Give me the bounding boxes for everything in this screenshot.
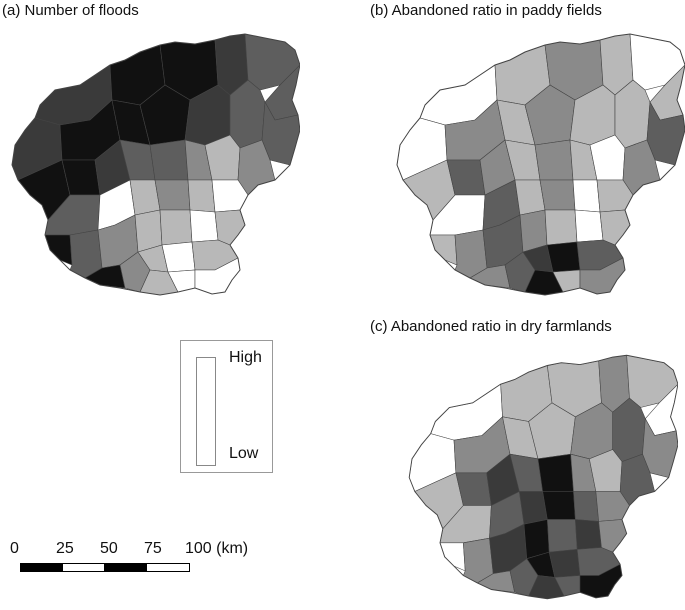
district-region <box>534 139 574 181</box>
legend: High Low <box>180 340 273 473</box>
scale-tick-75: 75 <box>144 540 162 557</box>
district-region <box>154 179 191 211</box>
district-region <box>547 519 578 553</box>
district-region <box>572 179 601 213</box>
panel-b-title: (b) Abandoned ratio in paddy fields <box>370 2 602 19</box>
panel-c-title: (c) Abandoned ratio in dry farmlands <box>370 318 612 335</box>
scale-tick-100-km: 100 (km) <box>185 540 249 557</box>
district-region <box>539 179 576 211</box>
district-region <box>187 179 216 213</box>
scale-segment-4 <box>146 563 190 572</box>
district-region <box>439 542 466 572</box>
district-region <box>519 491 548 525</box>
region-outline <box>11 33 300 296</box>
district-region <box>429 234 458 266</box>
district-region <box>514 179 546 216</box>
scale-tick-0: 0 <box>10 540 19 557</box>
district-region <box>537 453 574 492</box>
district-region <box>161 241 196 273</box>
district-region <box>159 209 193 246</box>
district-region <box>129 179 161 216</box>
district-region <box>642 417 678 478</box>
district-region <box>575 519 602 550</box>
district-region <box>574 209 604 243</box>
district-region <box>542 491 576 520</box>
district-region <box>261 100 300 166</box>
district-region <box>646 100 685 166</box>
district-region <box>548 549 581 578</box>
district-region <box>214 209 246 246</box>
district-region <box>573 491 599 522</box>
district-region <box>134 209 163 253</box>
district-region <box>599 209 631 246</box>
panel-a-title: (a) Number of floods <box>2 2 139 19</box>
district-region <box>546 241 581 273</box>
district-region <box>189 209 219 243</box>
district-region <box>519 209 548 253</box>
scale-tick-25: 25 <box>56 540 74 557</box>
legend-low-label: Low <box>229 445 259 462</box>
scale-segment-2 <box>62 563 105 572</box>
map-number-of-floods <box>11 33 300 296</box>
district-region <box>598 519 627 553</box>
district-region <box>523 519 550 560</box>
scale-segment-1 <box>20 563 63 572</box>
scale-segment-3 <box>104 563 147 572</box>
map-abandoned-paddy <box>396 33 685 296</box>
district-region <box>544 209 578 246</box>
scale-bar: 0 25 50 75 100 (km) <box>8 540 268 580</box>
scale-tick-50: 50 <box>100 540 118 557</box>
legend-color-ramp <box>196 357 216 466</box>
map-abandoned-dry <box>408 354 678 600</box>
district-region <box>44 234 73 266</box>
region-outline <box>396 33 685 296</box>
region-outline <box>408 354 678 600</box>
district-region <box>149 139 189 181</box>
legend-high-label: High <box>229 349 262 366</box>
